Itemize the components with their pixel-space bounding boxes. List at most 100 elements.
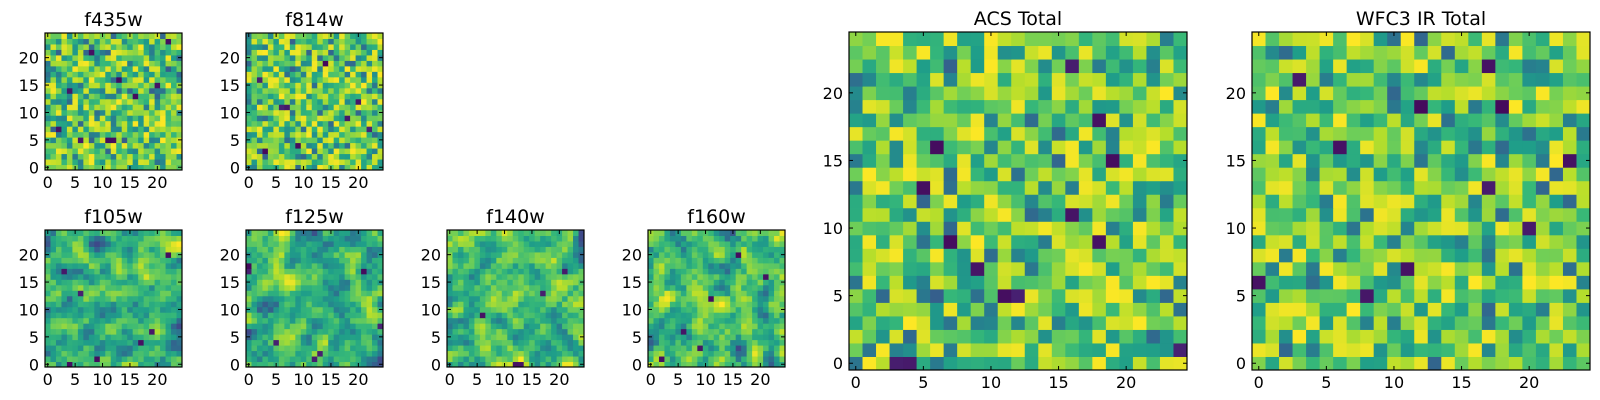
heatmap-cell xyxy=(889,302,904,317)
heatmap-cell xyxy=(1011,59,1026,74)
heatmap-cell xyxy=(306,295,313,302)
heatmap-cell xyxy=(447,246,453,253)
heatmap-cell xyxy=(523,317,530,324)
heatmap-cell xyxy=(121,115,128,122)
heatmap-cell xyxy=(311,328,318,335)
x-tick-label: 10 xyxy=(92,370,112,389)
heatmap-cell xyxy=(355,306,362,313)
heatmap-cell xyxy=(1576,261,1591,276)
heatmap-cell xyxy=(121,284,128,291)
heatmap-cell xyxy=(1024,275,1039,290)
heatmap-cell xyxy=(284,334,291,341)
heatmap-cell xyxy=(1333,167,1348,182)
heatmap-cell xyxy=(61,104,68,111)
heatmap-cell xyxy=(774,251,781,258)
heatmap-cell xyxy=(127,295,134,302)
heatmap-cell xyxy=(127,284,134,291)
heatmap-cell xyxy=(457,301,464,308)
heatmap-cell xyxy=(889,342,904,357)
heatmap-cell xyxy=(735,339,742,346)
heatmap-cell xyxy=(127,301,134,308)
heatmap-cell xyxy=(903,167,918,182)
heatmap-cell xyxy=(262,240,269,247)
heatmap-cell xyxy=(94,38,101,45)
heatmap-cell xyxy=(311,131,318,138)
heatmap-cell xyxy=(355,290,362,297)
heatmap-cell xyxy=(121,137,128,144)
heatmap-cell xyxy=(83,137,90,144)
heatmap-cell xyxy=(77,251,84,258)
heatmap-cell xyxy=(66,60,73,67)
heatmap-cell xyxy=(328,109,335,116)
heatmap-cell xyxy=(322,301,329,308)
heatmap-cell xyxy=(149,246,156,253)
heatmap-cell xyxy=(1051,315,1066,330)
heatmap-cell xyxy=(160,246,167,253)
heatmap-cell xyxy=(83,301,90,308)
heatmap-cell xyxy=(333,312,340,319)
heatmap-cell xyxy=(377,323,384,330)
x-tick-label: 15 xyxy=(723,370,743,389)
heatmap-cell xyxy=(1119,356,1134,371)
heatmap-cell xyxy=(1427,261,1442,276)
heatmap-cell xyxy=(311,262,318,269)
heatmap-cell xyxy=(567,268,574,275)
heatmap-cell xyxy=(1387,342,1402,357)
heatmap-cell xyxy=(713,361,720,368)
heatmap-cell xyxy=(72,246,79,253)
heatmap-cell xyxy=(110,104,117,111)
heatmap-cell xyxy=(702,334,709,341)
heatmap-cell xyxy=(485,240,492,247)
heatmap-cell xyxy=(1092,329,1107,344)
heatmap-cell xyxy=(457,312,464,319)
heatmap-cell xyxy=(916,275,931,290)
heatmap-cell xyxy=(1092,302,1107,317)
panel-title: f435w xyxy=(84,9,143,31)
heatmap-cell xyxy=(752,230,759,236)
heatmap-cell xyxy=(578,273,585,280)
heatmap-cell xyxy=(997,356,1012,371)
heatmap-cell xyxy=(267,104,274,111)
heatmap-cell xyxy=(1292,288,1307,303)
heatmap-cell xyxy=(121,98,128,105)
heatmap-cell xyxy=(246,98,252,105)
heatmap-cell xyxy=(355,339,362,346)
heatmap-cell xyxy=(479,317,486,324)
heatmap-cell xyxy=(1146,315,1161,330)
heatmap-cell xyxy=(578,317,585,324)
heatmap-cell xyxy=(61,142,68,149)
heatmap-cell xyxy=(278,98,285,105)
heatmap-cell xyxy=(160,257,167,264)
heatmap-cell xyxy=(138,230,145,236)
heatmap-cell xyxy=(1051,356,1066,371)
heatmap-cell xyxy=(889,275,904,290)
heatmap-cell xyxy=(77,279,84,286)
heatmap-cell xyxy=(573,246,580,253)
heatmap-cell xyxy=(361,131,368,138)
heatmap-cell xyxy=(1292,153,1307,168)
heatmap-cell xyxy=(1146,356,1161,371)
heatmap-cell xyxy=(273,356,280,363)
heatmap-cell xyxy=(361,279,368,286)
heatmap-cell xyxy=(366,60,373,67)
y-tick-label: 10 xyxy=(823,219,843,238)
heatmap-cell xyxy=(1562,194,1577,209)
heatmap-cell xyxy=(251,126,258,133)
heatmap-cell xyxy=(289,98,296,105)
heatmap-cell xyxy=(702,246,709,253)
heatmap-cell xyxy=(328,356,335,363)
heatmap-cell xyxy=(289,312,296,319)
heatmap-cell xyxy=(77,60,84,67)
heatmap-cell xyxy=(372,268,379,275)
heatmap-cell xyxy=(523,257,530,264)
heatmap-cell xyxy=(72,295,79,302)
heatmap-cell xyxy=(361,115,368,122)
heatmap-cell xyxy=(957,221,972,236)
heatmap-cell xyxy=(267,131,274,138)
heatmap-cell xyxy=(83,76,90,83)
heatmap-cell xyxy=(1078,126,1093,141)
heatmap-cell xyxy=(735,279,742,286)
heatmap-cell xyxy=(176,43,183,50)
heatmap-cell xyxy=(556,251,563,258)
heatmap-cell xyxy=(127,65,134,72)
